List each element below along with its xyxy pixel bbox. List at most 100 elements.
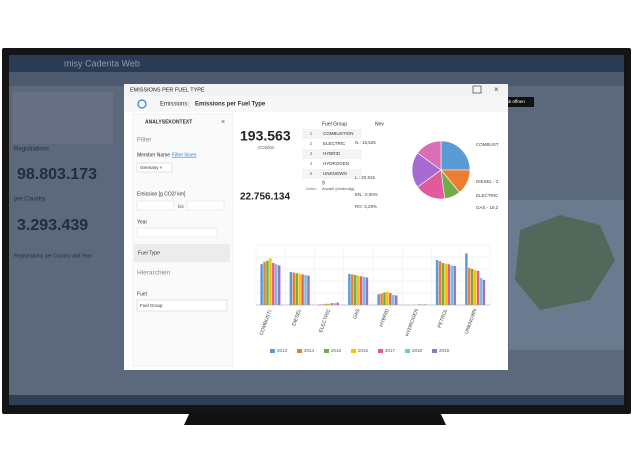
kpi-main: 193.563 <box>240 128 291 144</box>
section-title: Registrations per Country and Year <box>14 253 92 259</box>
breadcrumb[interactable]: Emissions <box>160 102 187 108</box>
bar <box>438 261 442 305</box>
bar <box>353 275 357 305</box>
row-name: COMBUSTION <box>323 131 354 136</box>
bar <box>304 275 307 305</box>
input[interactable] <box>186 200 225 211</box>
kpi-second: 22.756.134 <box>240 192 290 203</box>
bar <box>336 302 339 305</box>
field-label: Year <box>137 219 147 225</box>
logo <box>137 99 147 109</box>
row-index: 1 <box>310 131 313 136</box>
monitor-stand <box>184 412 446 425</box>
status-bar <box>9 395 624 405</box>
bar <box>307 275 310 305</box>
legend-label: 2019 <box>439 348 450 353</box>
select-text: Fuel Group <box>140 303 163 308</box>
legend-swatch <box>351 349 356 353</box>
pie-slice <box>417 140 442 171</box>
select[interactable] <box>136 299 228 312</box>
bar <box>418 304 421 305</box>
chip[interactable] <box>136 162 173 173</box>
row-name: Anzahl (eindeutig) <box>322 186 355 191</box>
table-row <box>302 159 362 169</box>
link[interactable]: Filter lösen <box>172 152 197 158</box>
bar <box>435 260 439 305</box>
dropdown[interactable] <box>134 244 230 262</box>
x-tick-label: DIESEL <box>291 308 303 327</box>
bar <box>289 272 293 305</box>
bar <box>356 275 360 305</box>
bar <box>321 304 325 305</box>
app-header <box>9 55 624 72</box>
breadcrumb-bar <box>124 96 508 112</box>
bar <box>269 258 272 305</box>
field-label: Member Name <box>137 152 170 158</box>
row-name: HYBRID <box>323 151 341 156</box>
bar <box>362 276 366 305</box>
bar <box>392 294 395 305</box>
map-land <box>515 215 615 310</box>
field-label: Fuel <box>137 291 147 297</box>
pie-label: EN.: 0,00% <box>355 192 378 197</box>
row-index: 9 <box>322 180 325 186</box>
modal-titlebar <box>124 84 508 96</box>
bar <box>327 303 331 305</box>
bar <box>272 263 275 305</box>
bar <box>441 263 445 305</box>
table-row <box>302 149 362 159</box>
bar <box>465 253 468 305</box>
legend-label: 2017 <box>385 348 396 353</box>
bar <box>389 293 392 305</box>
input[interactable] <box>136 227 218 238</box>
modal-title: EMISSIONS PER FUEL TYPE <box>130 87 205 93</box>
bar <box>386 291 389 305</box>
bar <box>298 273 301 305</box>
bar <box>348 273 351 305</box>
field-text: bis <box>178 204 185 209</box>
app-title: misy Cadenta Web <box>64 58 140 68</box>
bar <box>324 303 328 305</box>
pie-label: ELECTRIC <box>476 193 499 198</box>
bar <box>447 264 451 305</box>
legend-swatch <box>405 349 410 353</box>
section: Hierarchien <box>137 270 171 277</box>
bar <box>295 273 298 305</box>
bar <box>359 276 363 305</box>
bar <box>473 270 477 305</box>
bar <box>333 303 336 305</box>
legend-label: 2013 <box>277 348 288 353</box>
bar <box>351 274 354 305</box>
pie-label: GAS - 16,2 <box>476 205 499 210</box>
legend-swatch <box>270 349 275 353</box>
close-button[interactable]: × <box>494 85 499 94</box>
separator: | <box>188 102 190 108</box>
kpi: 98.803.173 <box>17 166 97 183</box>
bar <box>482 279 486 305</box>
table-header: Fuel Group <box>322 121 347 127</box>
section-title: per Country <box>14 197 45 203</box>
bar <box>318 304 322 305</box>
legend-swatch <box>324 349 329 353</box>
bar <box>275 264 278 305</box>
row-index: 3 <box>310 151 313 156</box>
input[interactable] <box>136 200 175 211</box>
bar <box>470 269 474 305</box>
legend-label: 2014 <box>304 348 315 353</box>
bar <box>377 294 380 305</box>
bar <box>263 261 266 305</box>
bar <box>365 277 369 305</box>
row-index: 5 <box>310 171 313 176</box>
pie-slice <box>440 140 471 171</box>
bar <box>394 295 398 305</box>
table-row <box>302 139 362 149</box>
panel-close[interactable]: × <box>221 119 225 126</box>
section: Filter <box>137 137 152 144</box>
row-name: UNKNOWN <box>323 171 347 176</box>
table-header: Nev <box>375 121 384 127</box>
open-tab-button[interactable] <box>472 85 482 94</box>
bar <box>277 265 281 305</box>
row-label: Zeilen <box>306 186 317 191</box>
row-name: ELECTRIC <box>323 141 346 146</box>
